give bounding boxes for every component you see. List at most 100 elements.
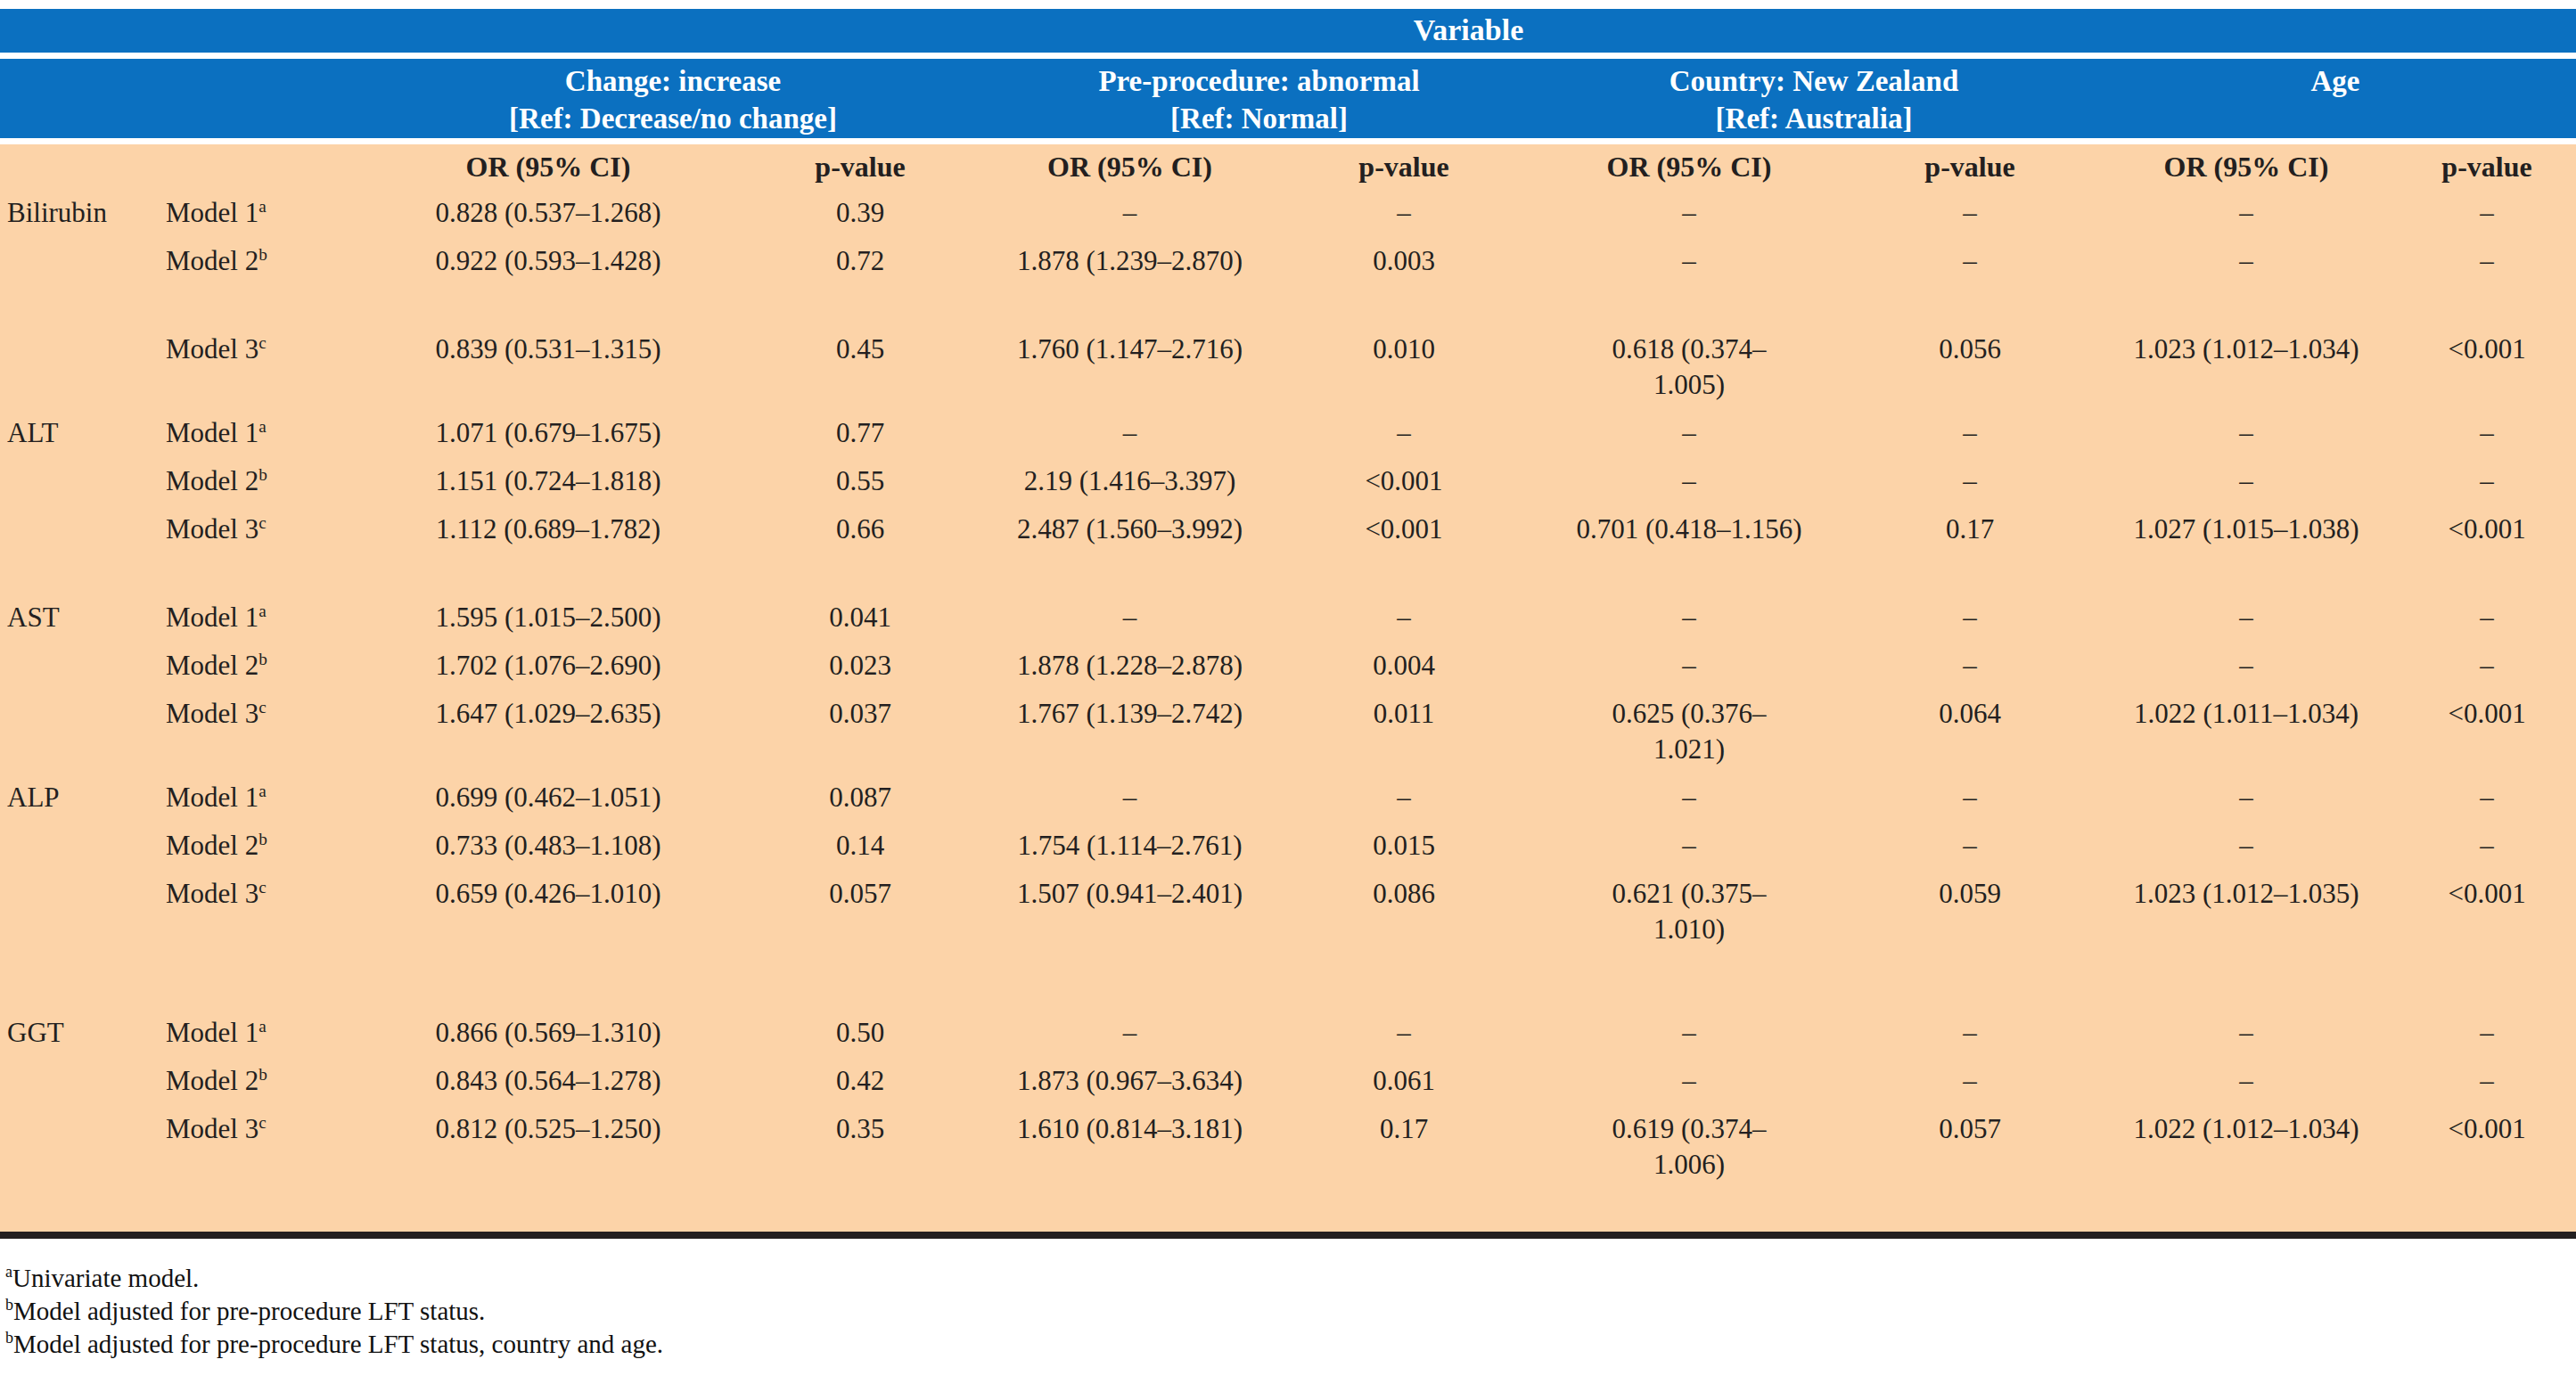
- or-ci-cell: –: [1533, 1009, 1845, 1057]
- or-ci-cell: 2.19 (1.416–3.397): [985, 457, 1275, 505]
- or-ci-cell: –: [985, 594, 1275, 642]
- model-label: Model 1a: [160, 189, 361, 237]
- table-row: Model 2b0.733 (0.483–1.108)0.141.754 (1.…: [0, 822, 2576, 870]
- or-ci-cell: 0.621 (0.375– 1.010): [1533, 870, 1845, 954]
- p-value-cell: 0.35: [735, 1105, 985, 1189]
- variable-label: [0, 690, 160, 774]
- or-ci-cell: 0.812 (0.525–1.250): [361, 1105, 735, 1189]
- or-ci-cell: 0.843 (0.564–1.278): [361, 1057, 735, 1105]
- or-ci-cell: –: [2095, 1057, 2398, 1105]
- table-body: BilirubinModel 1a0.828 (0.537–1.268)0.39…: [0, 189, 2576, 1232]
- p-value-cell: 0.42: [735, 1057, 985, 1105]
- model-superscript: a: [258, 416, 267, 435]
- variable-label: [0, 457, 160, 505]
- p-value-cell: –: [1845, 457, 2095, 505]
- footnote-text: Model adjusted for pre-procedure LFT sta…: [13, 1330, 663, 1358]
- variable-label: [0, 1105, 160, 1189]
- column-header-pvalue: p-value: [1845, 141, 2095, 189]
- p-value-cell: 0.003: [1275, 237, 1533, 285]
- or-ci-cell: –: [1533, 457, 1845, 505]
- or-ci-cell: 1.112 (0.689–1.782): [361, 505, 735, 553]
- footnote-text: Model adjusted for pre-procedure LFT sta…: [13, 1297, 485, 1325]
- or-ci-cell: 1.507 (0.941–2.401): [985, 870, 1275, 954]
- footnote-marker: b: [5, 1296, 13, 1314]
- or-ci-cell: 1.767 (1.139–2.742): [985, 690, 1275, 774]
- p-value-cell: 0.011: [1275, 690, 1533, 774]
- variable-label: [0, 642, 160, 690]
- table-row: Model 2b1.702 (1.076–2.690)0.0231.878 (1…: [0, 642, 2576, 690]
- model-superscript: a: [258, 601, 267, 619]
- p-value-cell: –: [2398, 1057, 2576, 1105]
- model-superscript: a: [258, 1016, 267, 1035]
- model-label: Model 1a: [160, 774, 361, 822]
- column-header-pvalue: p-value: [1275, 141, 1533, 189]
- or-ci-cell: 0.618 (0.374– 1.005): [1533, 325, 1845, 409]
- p-value-cell: –: [1275, 189, 1533, 237]
- or-ci-cell: –: [1533, 237, 1845, 285]
- or-ci-cell: 0.619 (0.374– 1.006): [1533, 1105, 1845, 1189]
- p-value-cell: 0.015: [1275, 822, 1533, 870]
- or-ci-cell: 1.760 (1.147–2.716): [985, 325, 1275, 409]
- table-bottom-rule: [0, 1232, 2576, 1239]
- p-value-cell: <0.001: [2398, 325, 2576, 409]
- model-label: Model 3c: [160, 1105, 361, 1189]
- footnote-b: bModel adjusted for pre-procedure LFT st…: [5, 1295, 2576, 1328]
- p-value-cell: 0.17: [1845, 505, 2095, 553]
- or-ci-cell: –: [2095, 774, 2398, 822]
- spacer-row: [0, 285, 2576, 325]
- or-ci-cell: 1.071 (0.679–1.675): [361, 409, 735, 457]
- group-header-line2: [Ref: Australia]: [1534, 100, 2094, 137]
- or-ci-cell: 1.610 (0.814–3.181): [985, 1105, 1275, 1189]
- variable-label: [0, 1057, 160, 1105]
- or-ci-cell: 1.022 (1.012–1.034): [2095, 1105, 2398, 1189]
- p-value-cell: 0.010: [1275, 325, 1533, 409]
- model-superscript: c: [258, 697, 267, 716]
- table-row: Model 3c0.659 (0.426–1.010)0.0571.507 (0…: [0, 870, 2576, 954]
- model-superscript: b: [258, 1064, 267, 1083]
- p-value-cell: –: [1845, 189, 2095, 237]
- variable-label: [0, 822, 160, 870]
- or-ci-cell: 0.828 (0.537–1.268): [361, 189, 735, 237]
- model-label: Model 2b: [160, 1057, 361, 1105]
- or-ci-cell: –: [985, 189, 1275, 237]
- or-ci-cell: –: [1533, 409, 1845, 457]
- group-header-band: Change: increase [Ref: Decrease/no chang…: [0, 55, 2576, 141]
- table-row: GGTModel 1a0.866 (0.569–1.310)0.50––––––: [0, 1009, 2576, 1057]
- p-value-cell: 0.77: [735, 409, 985, 457]
- model-superscript: b: [258, 464, 267, 483]
- model-label: Model 1a: [160, 1009, 361, 1057]
- group-header-line1: Pre-procedure: abnormal: [986, 62, 1532, 100]
- model-superscript: c: [258, 1112, 267, 1131]
- p-value-cell: –: [1845, 237, 2095, 285]
- or-ci-cell: 1.873 (0.967–3.634): [985, 1057, 1275, 1105]
- column-header-row: OR (95% CI) p-value OR (95% CI) p-value …: [0, 141, 2576, 189]
- or-ci-cell: –: [2095, 457, 2398, 505]
- p-value-cell: 0.059: [1845, 870, 2095, 954]
- or-ci-cell: 1.022 (1.011–1.034): [2095, 690, 2398, 774]
- or-ci-cell: 1.754 (1.114–2.761): [985, 822, 1275, 870]
- or-ci-cell: –: [1533, 774, 1845, 822]
- footnote-marker: a: [5, 1263, 12, 1281]
- p-value-cell: –: [1845, 774, 2095, 822]
- variable-label: [0, 870, 160, 954]
- table-row: Model 2b0.922 (0.593–1.428)0.721.878 (1.…: [0, 237, 2576, 285]
- or-ci-cell: 0.922 (0.593–1.428): [361, 237, 735, 285]
- p-value-cell: <0.001: [2398, 1105, 2576, 1189]
- variable-label: AST: [0, 594, 160, 642]
- p-value-cell: –: [1275, 409, 1533, 457]
- p-value-cell: 0.023: [735, 642, 985, 690]
- p-value-cell: –: [1845, 409, 2095, 457]
- or-ci-cell: 1.878 (1.239–2.870): [985, 237, 1275, 285]
- or-ci-cell: 0.699 (0.462–1.051): [361, 774, 735, 822]
- column-header-or: OR (95% CI): [361, 141, 735, 189]
- group-header-line1: Change: increase: [362, 62, 984, 100]
- or-ci-cell: 0.733 (0.483–1.108): [361, 822, 735, 870]
- p-value-cell: –: [2398, 1009, 2576, 1057]
- p-value-cell: –: [2398, 189, 2576, 237]
- p-value-cell: 0.064: [1845, 690, 2095, 774]
- p-value-cell: 0.057: [735, 870, 985, 954]
- group-header-country: Country: New Zealand [Ref: Australia]: [1533, 55, 2095, 141]
- or-ci-cell: –: [1533, 822, 1845, 870]
- or-ci-cell: 0.625 (0.376– 1.021): [1533, 690, 1845, 774]
- variable-label: ALT: [0, 409, 160, 457]
